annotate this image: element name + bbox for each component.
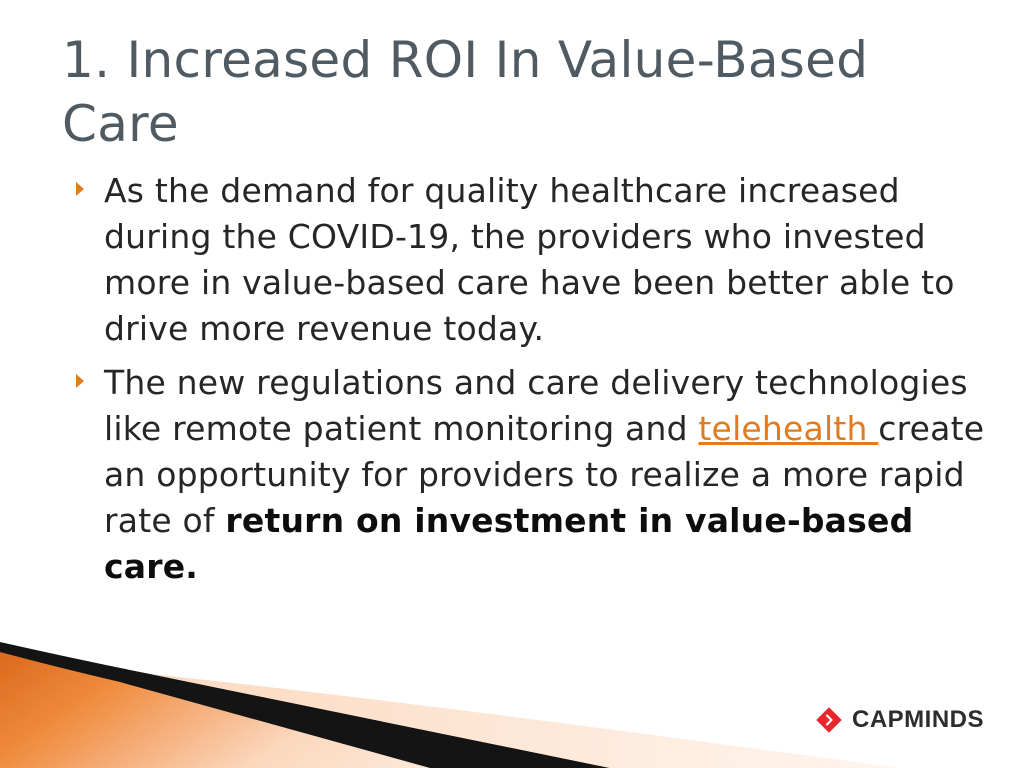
swoosh-peach bbox=[150, 674, 900, 768]
telehealth-link[interactable]: telehealth bbox=[698, 409, 879, 448]
logo-text: CAPMINDS bbox=[852, 706, 985, 733]
bullet-arrow-icon bbox=[76, 374, 84, 388]
bullet-arrow-icon bbox=[76, 182, 84, 196]
bullet-bold-text: return on investment in value-based care… bbox=[104, 501, 914, 586]
bullet-list: As the demand for quality healthcare inc… bbox=[76, 168, 986, 598]
decorative-swoosh bbox=[0, 642, 900, 768]
red-diamond-chevron-icon bbox=[816, 707, 842, 733]
bullet-text: As the demand for quality healthcare inc… bbox=[104, 171, 955, 348]
bullet-text-before-link: The new regulations and care delivery te… bbox=[104, 363, 968, 448]
bullet-item-1: As the demand for quality healthcare inc… bbox=[76, 168, 986, 352]
bullet-text-after-link: create an opportunity for providers to r… bbox=[104, 409, 985, 540]
capminds-logo: CAPMINDS bbox=[814, 703, 984, 737]
slide-title: 1. Increased ROI In Value-Based Care bbox=[62, 31, 869, 153]
bullet-item-2: The new regulations and care delivery te… bbox=[76, 360, 986, 590]
